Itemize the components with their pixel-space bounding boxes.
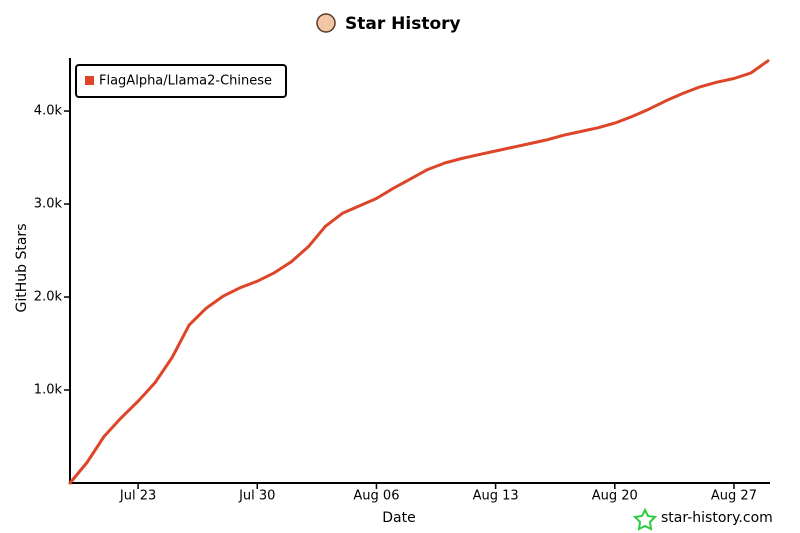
y-tick-label: 3.0k	[34, 197, 63, 212]
y-tick-label: 4.0k	[34, 104, 63, 119]
y-axis-label: GitHub Stars	[14, 224, 30, 313]
x-tick-label: Aug 13	[473, 489, 519, 504]
x-axis-label: Date	[382, 510, 415, 526]
legend-box	[75, 64, 287, 98]
y-tick-label: 2.0k	[34, 290, 63, 305]
x-tick-label: Aug 27	[711, 489, 757, 504]
watermark: star-history.com	[632, 507, 773, 531]
x-tick-label: Jul 30	[238, 489, 275, 504]
x-tick-label: Aug 06	[353, 489, 399, 504]
watermark-text: star-history.com	[661, 510, 773, 526]
legend-label: FlagAlpha/Llama2-Chinese	[99, 74, 272, 89]
logo	[316, 13, 336, 33]
legend-swatch	[85, 76, 94, 85]
x-tick-label: Jul 23	[119, 489, 156, 504]
watermark-icon	[632, 507, 658, 531]
y-tick-label: 1.0k	[34, 383, 63, 398]
line	[68, 59, 770, 485]
x-tick-label: Aug 20	[592, 489, 638, 504]
chart-title: Star History	[345, 14, 461, 34]
